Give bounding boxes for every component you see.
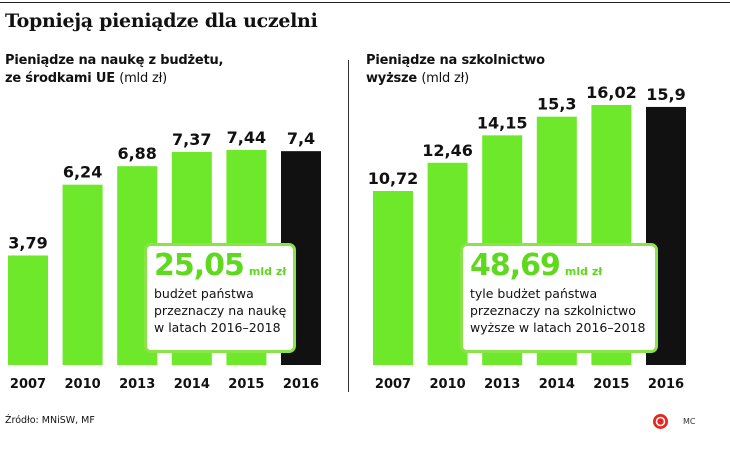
chart-2-callout-line: przeznaczy na szkolnictwo xyxy=(470,303,636,318)
chart-2-value-label: 14,15 xyxy=(477,113,528,132)
chart-1-callout-value: 25,05 xyxy=(154,248,245,283)
chart-2-value-label: 15,3 xyxy=(537,95,576,114)
chart-1-callout-unit: mld zł xyxy=(248,265,287,278)
chart-2-callout-line: wyższe w latach 2016–2018 xyxy=(470,320,646,335)
chart-2-value-label: 16,02 xyxy=(586,83,637,102)
chart-2-unit: (mld zł) xyxy=(421,71,470,86)
chart-1-value-label: 6,24 xyxy=(63,163,102,182)
chart-2-title-line2: wyższe xyxy=(366,71,417,86)
chart-2-year-label: 2015 xyxy=(593,377,629,392)
chart-1-value-label: 6,88 xyxy=(117,144,156,163)
publisher-logo xyxy=(653,414,668,429)
chart-1-title-line2: ze środkami UE xyxy=(5,71,115,86)
author-credit: MC xyxy=(683,417,696,426)
panel-divider xyxy=(348,60,349,392)
chart-1-year-label: 2013 xyxy=(119,377,155,392)
chart-2-bar xyxy=(373,191,413,365)
chart-1-value-label: 7,4 xyxy=(287,129,315,148)
chart-2-callout: 48,69 mld zł tyle budżet państwa przeznac… xyxy=(460,243,658,353)
chart-1-value-label: 3,79 xyxy=(8,233,47,252)
chart-2-callout-value: 48,69 xyxy=(470,248,561,283)
chart-1-callout-line: przeznaczy na naukę xyxy=(154,303,287,318)
chart-1-value-label: 7,44 xyxy=(227,128,266,147)
chart-1-year-label: 2007 xyxy=(10,377,46,392)
chart-1-callout-line: budżet państwa xyxy=(154,286,254,301)
chart-2-year-label: 2016 xyxy=(648,377,684,392)
chart-1-year-label: 2014 xyxy=(174,377,210,392)
chart-2-year-label: 2010 xyxy=(430,377,466,392)
chart-1-bar xyxy=(8,255,48,365)
chart-1-value-label: 7,37 xyxy=(172,130,211,149)
chart-1-title-line1: Pieniądze na naukę z budżetu, xyxy=(5,53,224,68)
chart-1-year-label: 2010 xyxy=(65,377,101,392)
chart-1-year-label: 2016 xyxy=(283,377,319,392)
chart-2-year-label: 2007 xyxy=(375,377,411,392)
chart-1-callout: 25,05 mld zł budżet państwa przeznaczy na… xyxy=(144,243,296,353)
chart-1-unit: (mld zł) xyxy=(119,71,167,86)
chart-1-title: Pieniądze na naukę z budżetu, ze środkam… xyxy=(5,52,223,88)
chart-1-callout-line: w latach 2016–2018 xyxy=(154,320,281,335)
chart-2-year-label: 2014 xyxy=(539,377,575,392)
chart-2-callout-line: tyle budżet państwa xyxy=(470,286,598,301)
chart-2-callout-unit: mld zł xyxy=(564,265,603,278)
chart-2-title: Pieniądze na szkolnictwo wyższe (mld zł) xyxy=(366,52,545,88)
page-title: Topnieją pieniądze dla uczelni xyxy=(5,10,318,32)
chart-1-bar xyxy=(62,184,103,365)
chart-2-value-label: 12,46 xyxy=(422,141,473,160)
chart-2-value-label: 10,72 xyxy=(368,169,419,188)
chart-2-value-label: 15,9 xyxy=(646,85,685,104)
top-rule xyxy=(0,2,730,3)
source-note: Źródło: MNiSW, MF xyxy=(5,415,95,426)
chart-2-title-line1: Pieniądze na szkolnictwo xyxy=(366,53,545,68)
chart-1-year-label: 2015 xyxy=(228,377,264,392)
chart-2-year-label: 2013 xyxy=(484,377,520,392)
